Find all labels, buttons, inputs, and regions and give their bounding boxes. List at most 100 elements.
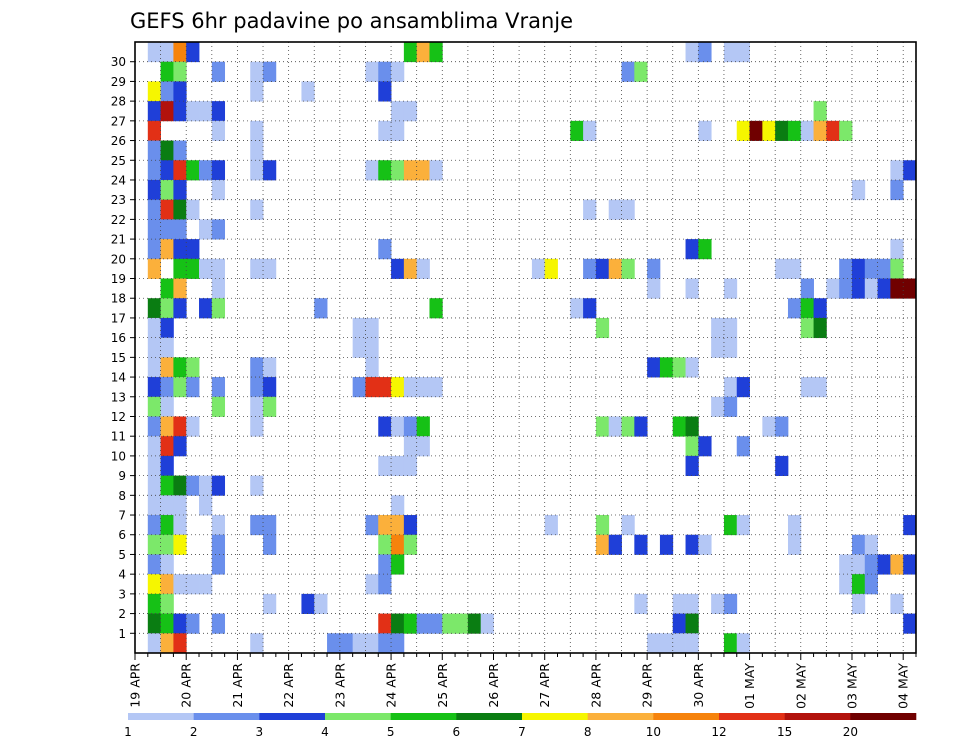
heatmap-cell	[775, 416, 789, 437]
heatmap-cell	[263, 593, 277, 614]
heatmap-cell	[147, 534, 161, 555]
colorbar-label: 5	[387, 725, 395, 739]
heatmap-cell	[749, 120, 763, 141]
heatmap-cell	[147, 120, 161, 141]
x-tick-label: 21 APR	[230, 663, 245, 708]
heatmap-cell	[531, 258, 546, 279]
heatmap-cell	[608, 199, 622, 220]
heatmap-cell	[736, 633, 750, 654]
heatmap-cell	[391, 258, 405, 279]
heatmap-cell	[698, 239, 712, 260]
heatmap-cell	[723, 396, 738, 417]
heatmap-cell	[199, 298, 213, 319]
colorbar-swatch	[784, 713, 851, 720]
x-tick-label: 03 MAY	[845, 663, 860, 709]
heatmap-cell	[595, 515, 610, 536]
heatmap-cell	[698, 436, 712, 457]
heatmap-cell	[762, 120, 776, 141]
x-axis: 19 APR 20 APR 21 APR 22 APR 23 APR 24 APR 25 A…	[128, 653, 917, 709]
heatmap-cell	[736, 436, 750, 457]
heatmap-cell	[391, 377, 405, 398]
heatmap-cell	[250, 61, 264, 82]
heatmap-cell	[429, 160, 443, 181]
heatmap-cell	[250, 475, 264, 496]
heatmap-cell	[147, 179, 161, 201]
heatmap-cell	[839, 574, 853, 595]
heatmap-cell	[621, 416, 635, 437]
heatmap-cell	[903, 613, 917, 634]
x-tick-label: 23 APR	[332, 663, 347, 708]
heatmap-cell	[173, 239, 187, 260]
heatmap-cell	[621, 61, 635, 82]
heatmap-cell	[160, 574, 174, 595]
heatmap-cell	[147, 258, 161, 279]
heatmap-cell	[787, 120, 802, 141]
heatmap-cell	[186, 613, 200, 634]
heatmap-cell	[583, 298, 597, 319]
heatmap-cell	[391, 120, 405, 141]
y-tick-label: 30	[111, 55, 126, 69]
heatmap-cell	[378, 574, 392, 595]
heatmap-cell	[903, 160, 917, 181]
chart-title: GEFS 6hr padavine po ansamblima Vranje	[130, 9, 573, 33]
heatmap-cell	[813, 120, 827, 141]
heatmap-cell	[327, 633, 341, 654]
colorbar-label: 15	[777, 725, 792, 739]
heatmap-cell	[250, 515, 264, 536]
colorbar-label: 20	[843, 725, 858, 739]
colorbar-swatch	[456, 713, 523, 720]
heatmap-cell	[403, 534, 418, 555]
heatmap-cell	[352, 633, 366, 654]
plot-frame	[134, 41, 917, 654]
heatmap-cell	[352, 377, 366, 398]
heatmap-cell	[583, 199, 597, 220]
heatmap-cell	[800, 377, 814, 398]
colorbar-swatch	[325, 713, 391, 720]
heatmap-cell	[672, 357, 686, 378]
heatmap-cell	[685, 357, 699, 378]
heatmap-cell	[250, 81, 264, 102]
colorbar-label: 12	[711, 725, 726, 739]
heatmap-cell	[416, 160, 430, 181]
heatmap-cell	[199, 475, 213, 496]
heatmap-cell	[595, 258, 610, 279]
y-tick-label: 10	[111, 449, 126, 463]
heatmap-cell	[173, 534, 187, 555]
y-tick-label: 6	[118, 528, 126, 542]
heatmap-cell	[173, 258, 187, 279]
heatmap-cell	[173, 42, 187, 63]
heatmap-cell	[173, 81, 187, 102]
heatmap-cell	[672, 593, 686, 614]
heatmap-cell	[583, 258, 597, 279]
y-tick-label: 13	[111, 390, 126, 404]
heatmap-cell	[147, 298, 161, 319]
heatmap-cell	[173, 475, 187, 496]
colorbar-swatch	[193, 713, 260, 720]
heatmap-cell	[160, 436, 174, 457]
heatmap-cell	[160, 278, 174, 299]
heatmap-cell	[211, 160, 226, 181]
heatmap-cell	[698, 120, 712, 141]
heatmap-cell	[890, 593, 904, 614]
y-tick-label: 25	[111, 154, 126, 168]
heatmap-cell	[634, 534, 648, 555]
heatmap-cell	[416, 377, 430, 398]
heatmap-cell	[723, 593, 738, 614]
x-tick-label: 02 MAY	[793, 663, 808, 709]
heatmap-cell	[416, 416, 430, 437]
heatmap-cell	[199, 258, 213, 279]
heatmap-cell	[160, 199, 174, 220]
colorbar-swatch	[128, 713, 194, 720]
heatmap-cell	[211, 219, 226, 240]
heatmap-cell	[647, 278, 661, 299]
heatmap-cell	[685, 278, 699, 299]
heatmap-cell	[352, 317, 366, 339]
heatmap-cell	[160, 534, 174, 555]
colorbar-label: 6	[453, 725, 461, 739]
heatmap-cell	[250, 396, 264, 417]
heatmap-cell	[864, 258, 878, 279]
heatmap-cell	[800, 120, 814, 141]
heatmap-cell	[634, 593, 648, 614]
heatmap-cell	[429, 613, 443, 634]
